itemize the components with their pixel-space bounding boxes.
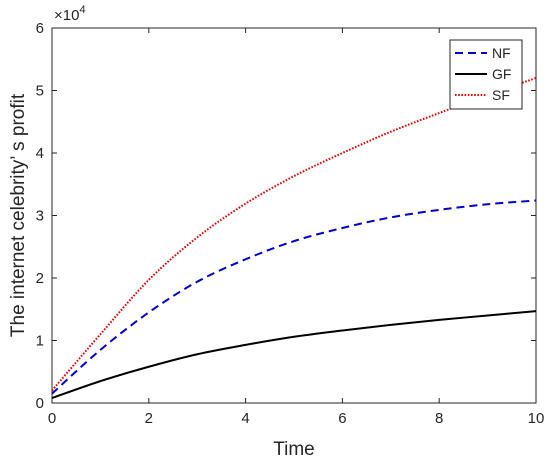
y-tick-label: 1 bbox=[36, 333, 44, 350]
legend-label-gf: GF bbox=[492, 66, 511, 82]
x-tick-label: 2 bbox=[145, 410, 153, 427]
series-line-nf bbox=[51, 199, 537, 395]
legend-label-nf: NF bbox=[492, 45, 511, 61]
y-axis-exponent: ×104 bbox=[54, 4, 86, 24]
legend-label-sf: SF bbox=[492, 87, 510, 103]
axes: 0 2 4 6 8 10 0 1 2 3 4 5 6 bbox=[36, 20, 545, 427]
legend: NF GF SF bbox=[449, 39, 523, 110]
y-axis-label: The internet celebrity’ s profit bbox=[8, 93, 29, 337]
y-tick-label: 0 bbox=[36, 395, 44, 412]
y-tick-label: 3 bbox=[36, 208, 44, 225]
y-tick-label: 5 bbox=[36, 83, 44, 100]
x-tick-label: 0 bbox=[48, 410, 56, 427]
series-line-gf bbox=[51, 310, 537, 399]
y-tick-label: 6 bbox=[36, 20, 44, 37]
x-axis-label: Time bbox=[273, 439, 315, 460]
x-tick-label: 6 bbox=[338, 410, 346, 427]
y-tick-label: 4 bbox=[36, 145, 44, 162]
x-tick-label: 8 bbox=[435, 410, 443, 427]
x-tick-label: 4 bbox=[241, 410, 249, 427]
y-tick-label: 2 bbox=[36, 270, 44, 287]
x-tick-label: 10 bbox=[528, 410, 545, 427]
